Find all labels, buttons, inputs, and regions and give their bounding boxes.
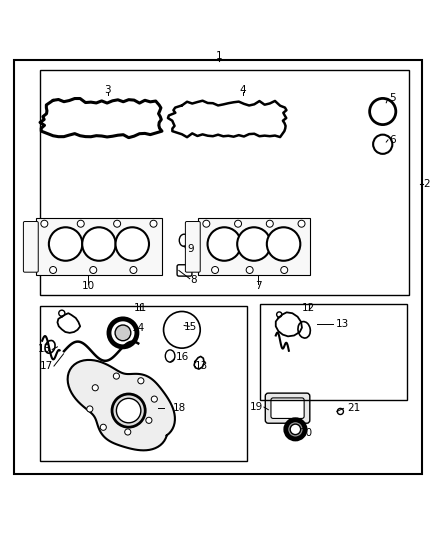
Circle shape [286,420,305,439]
Circle shape [116,227,149,261]
Circle shape [125,429,131,435]
FancyBboxPatch shape [23,222,38,272]
Circle shape [246,266,253,273]
Text: 5: 5 [389,93,396,103]
Text: 9: 9 [187,244,194,254]
Text: 20: 20 [299,429,312,438]
FancyBboxPatch shape [271,398,304,418]
Circle shape [117,398,141,423]
Text: 4: 4 [240,85,246,95]
Circle shape [150,220,157,227]
Circle shape [77,220,84,227]
Text: 2: 2 [423,179,430,189]
Circle shape [146,417,152,423]
Text: 1: 1 [215,51,223,61]
Circle shape [235,220,242,227]
Circle shape [113,373,120,379]
Circle shape [130,266,137,273]
Circle shape [90,266,97,273]
FancyBboxPatch shape [265,393,310,423]
Text: 7: 7 [255,281,261,291]
Text: 8: 8 [191,274,197,285]
Bar [198,219,310,275]
Bar [40,306,247,461]
Circle shape [41,220,48,227]
Circle shape [100,424,106,430]
Bar [261,304,407,400]
Text: 18: 18 [173,403,187,414]
Text: 11: 11 [134,303,147,313]
Polygon shape [67,360,175,450]
Text: 13: 13 [336,319,349,329]
Circle shape [290,424,300,434]
FancyBboxPatch shape [185,222,200,272]
Text: 14: 14 [131,322,145,333]
Text: 21: 21 [347,403,360,414]
Text: 19: 19 [249,402,263,412]
Circle shape [82,227,116,261]
Circle shape [113,220,120,227]
Text: 15: 15 [184,322,197,332]
Circle shape [208,227,241,261]
Circle shape [138,378,144,384]
Circle shape [49,266,57,273]
Text: 6: 6 [389,135,396,145]
Circle shape [109,319,137,347]
Circle shape [112,394,145,427]
Text: 16: 16 [175,352,189,362]
Text: 3: 3 [104,85,111,95]
Circle shape [298,220,305,227]
Circle shape [49,227,82,261]
Text: 13: 13 [38,344,51,354]
Circle shape [281,266,288,273]
Text: 13: 13 [195,361,208,371]
Bar [35,219,162,275]
Text: 10: 10 [81,281,95,291]
Text: 12: 12 [302,303,315,313]
Circle shape [92,385,98,391]
Circle shape [212,266,219,273]
Circle shape [237,227,271,261]
Circle shape [151,396,157,402]
Bar [40,70,409,295]
Circle shape [203,220,210,227]
Text: 17: 17 [40,361,53,371]
Circle shape [267,227,300,261]
Circle shape [266,220,273,227]
Circle shape [115,325,131,341]
Circle shape [87,406,93,412]
